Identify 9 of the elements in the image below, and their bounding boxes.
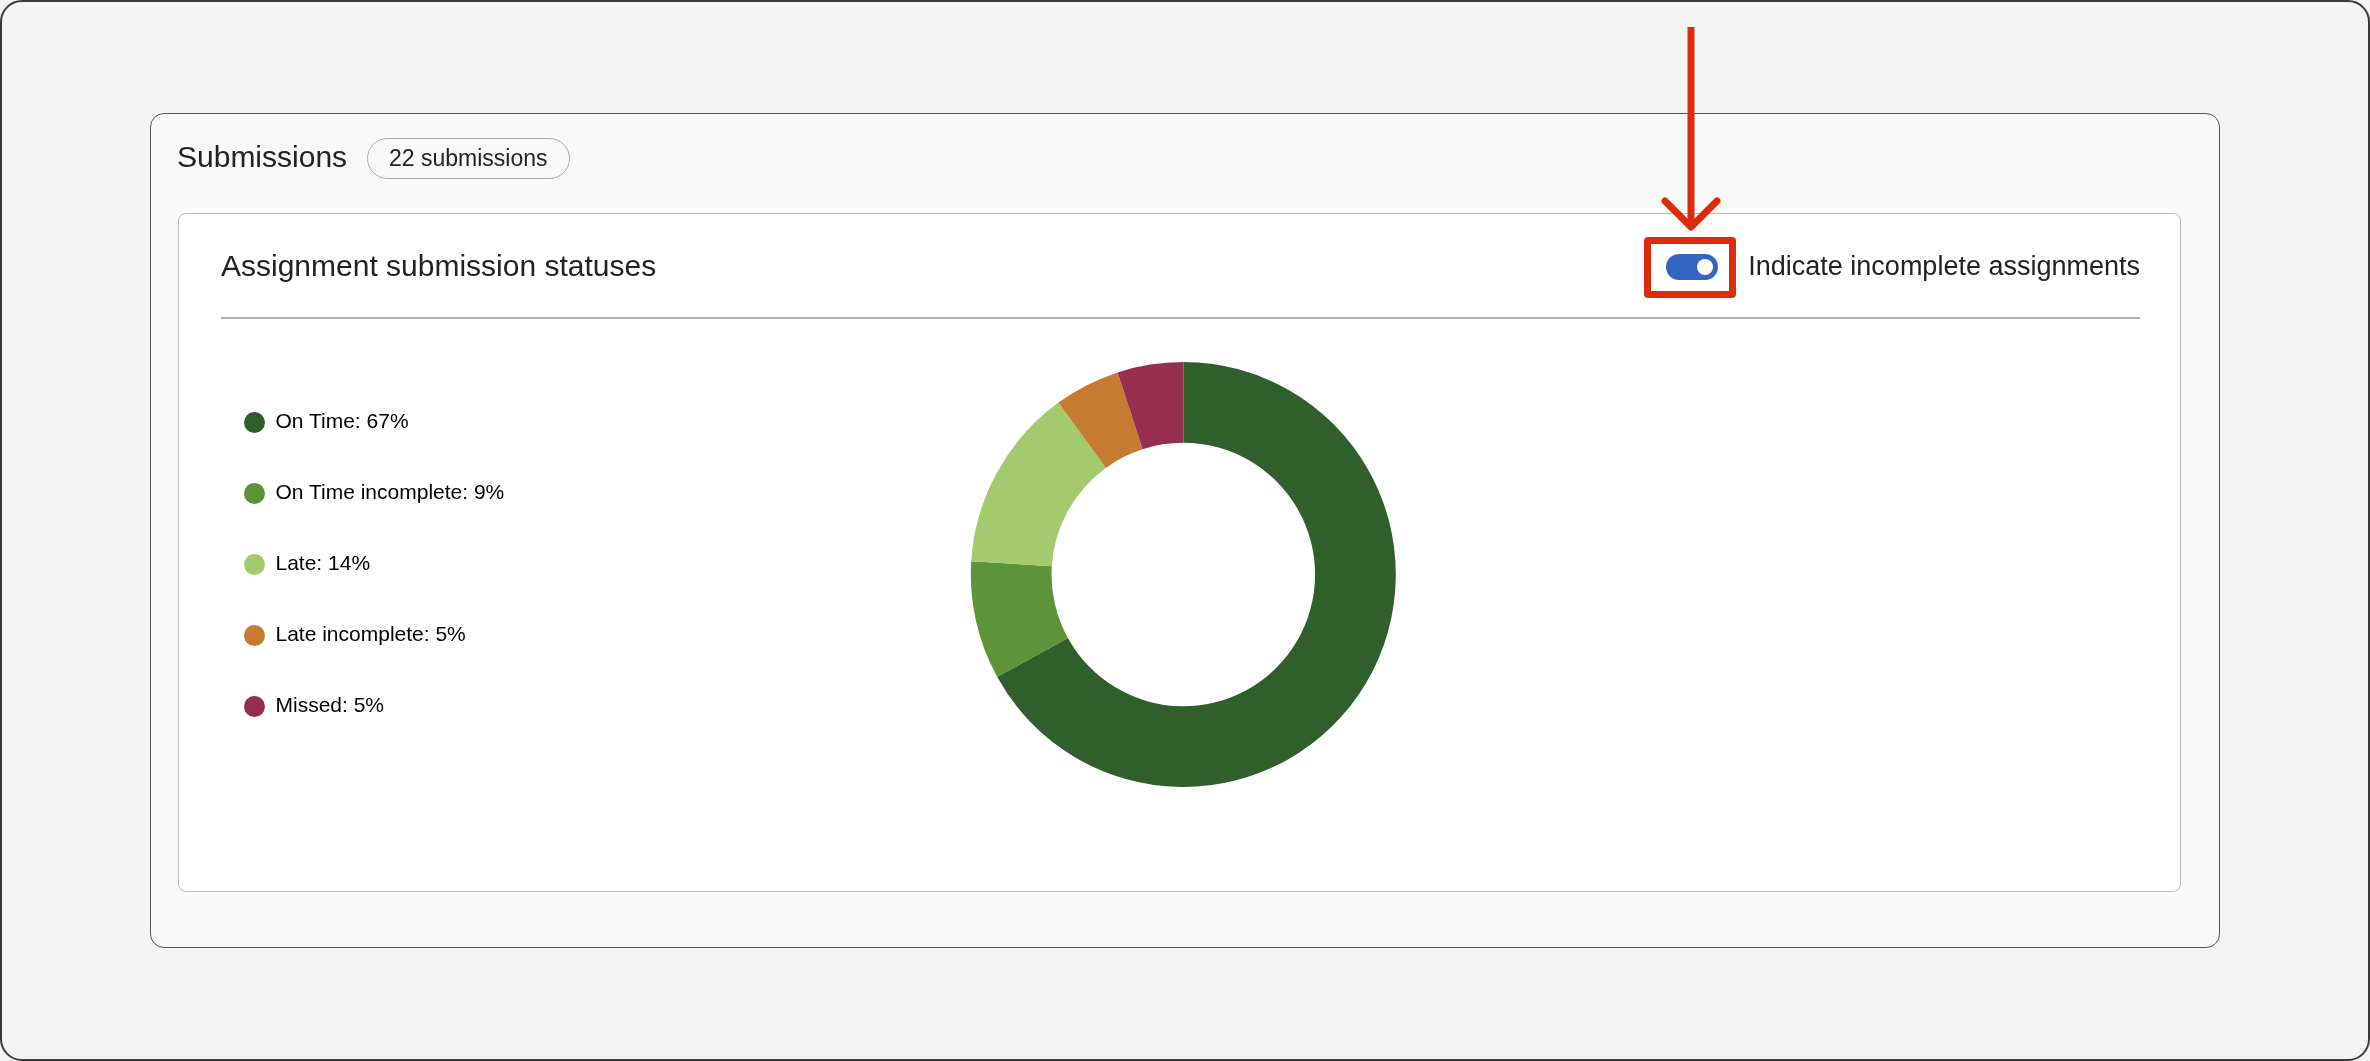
legend-label: Missed: 5% — [275, 693, 385, 717]
legend-label: On Time incomplete: 9% — [275, 480, 505, 504]
legend-label: Late: 14% — [275, 551, 371, 575]
text: Indicate incomplete assignments — [1748, 250, 2140, 282]
legend-label: Late incomplete: 5% — [275, 622, 466, 646]
text: Submissions — [177, 140, 348, 174]
legend-label: On Time: 67% — [275, 409, 409, 433]
chart-title: Assignment submission statuses — [221, 248, 657, 284]
text: 22 submissions — [367, 138, 570, 179]
